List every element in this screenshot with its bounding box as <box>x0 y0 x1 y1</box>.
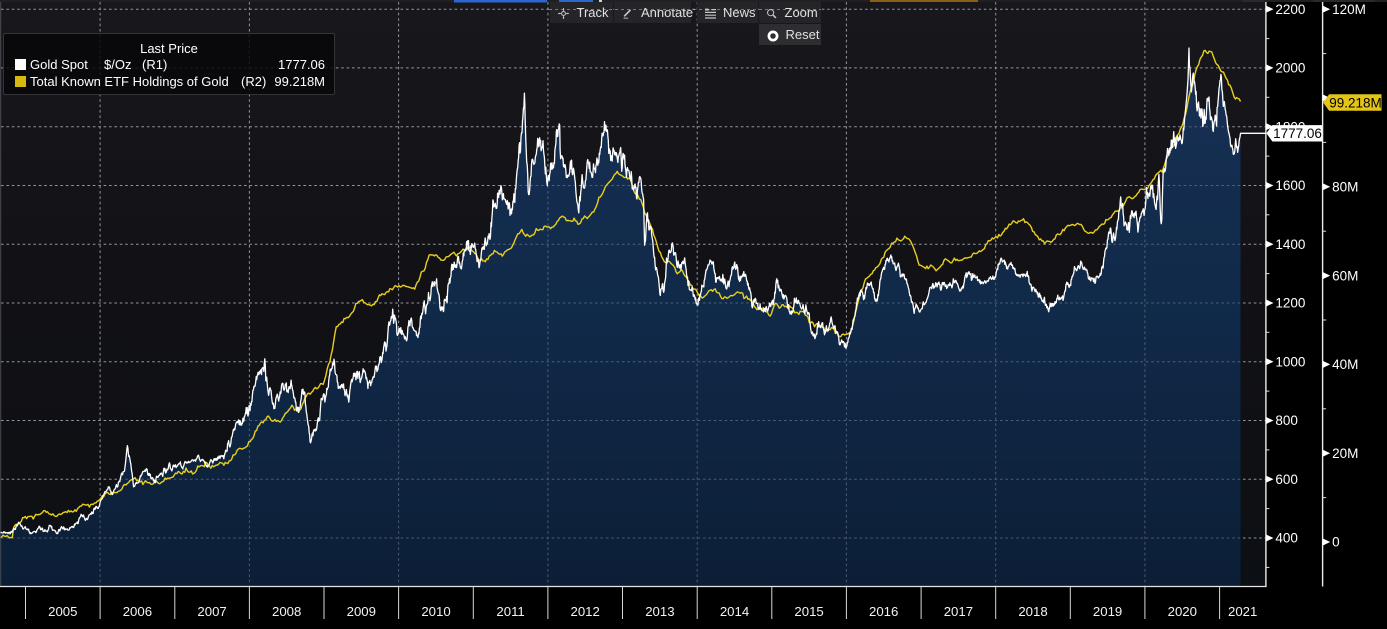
svg-text:1200: 1200 <box>1275 296 1305 311</box>
svg-text:2019: 2019 <box>1093 604 1122 619</box>
svg-text:120M: 120M <box>1332 2 1366 17</box>
svg-text:20M: 20M <box>1332 446 1358 461</box>
svg-text:99.218M: 99.218M <box>1329 95 1382 110</box>
svg-text:2011: 2011 <box>496 604 524 619</box>
svg-text:2009: 2009 <box>347 604 376 619</box>
svg-text:2006: 2006 <box>123 604 152 619</box>
svg-text:0: 0 <box>1332 535 1340 550</box>
svg-text:2010: 2010 <box>421 604 450 619</box>
svg-text:1777.06: 1777.06 <box>1273 126 1322 141</box>
svg-text:2020: 2020 <box>1168 604 1197 619</box>
svg-text:2200: 2200 <box>1275 2 1305 17</box>
svg-text:2016: 2016 <box>869 604 898 619</box>
svg-text:60M: 60M <box>1332 268 1358 283</box>
svg-text:2005: 2005 <box>48 604 77 619</box>
svg-text:1000: 1000 <box>1275 354 1305 369</box>
svg-text:2000: 2000 <box>1275 61 1305 76</box>
svg-text:40M: 40M <box>1332 357 1358 372</box>
svg-text:2008: 2008 <box>272 604 301 619</box>
svg-text:80M: 80M <box>1332 180 1358 195</box>
svg-text:1400: 1400 <box>1275 237 1305 252</box>
svg-text:2018: 2018 <box>1018 604 1047 619</box>
svg-text:1600: 1600 <box>1275 178 1305 193</box>
svg-text:400: 400 <box>1275 531 1298 546</box>
svg-text:2014: 2014 <box>720 604 749 619</box>
svg-text:2012: 2012 <box>571 604 600 619</box>
svg-text:2015: 2015 <box>794 604 823 619</box>
svg-text:2017: 2017 <box>944 604 973 619</box>
svg-text:2007: 2007 <box>197 604 226 619</box>
svg-text:2021: 2021 <box>1228 604 1257 619</box>
svg-text:600: 600 <box>1275 472 1298 487</box>
svg-text:800: 800 <box>1275 413 1298 428</box>
svg-text:2013: 2013 <box>645 604 674 619</box>
